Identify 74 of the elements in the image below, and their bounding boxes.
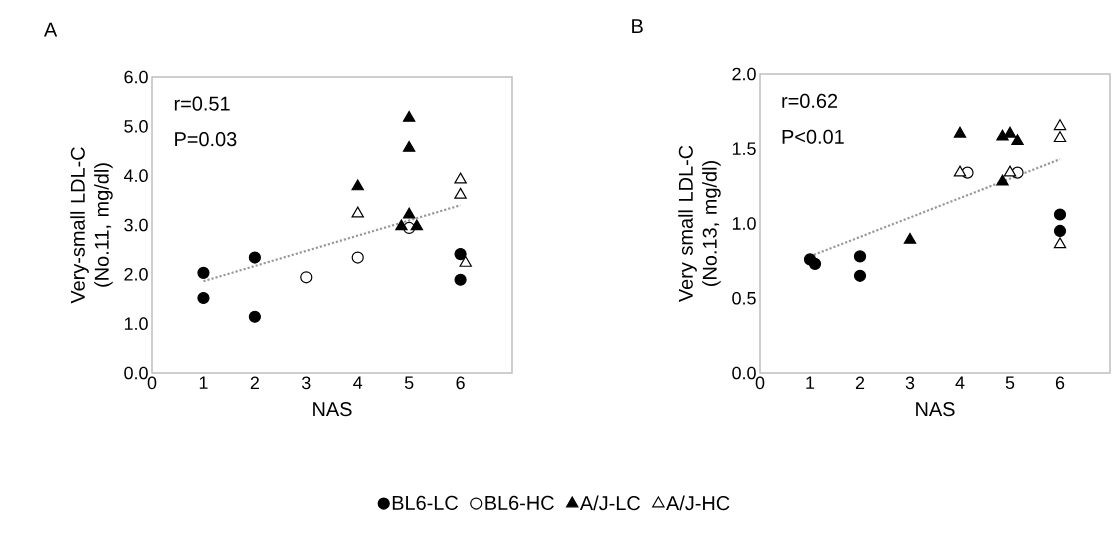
point	[459, 255, 472, 267]
point	[1003, 126, 1017, 138]
y-tick-label: 1.0	[124, 317, 148, 330]
point	[197, 291, 210, 305]
y-tick-label: 2.0	[124, 267, 148, 281]
point	[1053, 237, 1067, 249]
point	[454, 187, 467, 199]
x-tick-label: 3	[301, 376, 311, 390]
point	[996, 174, 1009, 186]
point	[197, 266, 210, 279]
y-tick-label: 6.0	[124, 70, 148, 84]
x-tick-label: 6	[456, 376, 465, 390]
x-tick-label: 0	[755, 376, 765, 390]
point	[454, 273, 467, 286]
point	[808, 257, 822, 270]
point	[853, 269, 867, 282]
point	[351, 206, 364, 218]
x-axis-title: NAS	[313, 402, 352, 417]
point	[248, 251, 261, 264]
point	[996, 129, 1009, 141]
x-tick-label: 5	[1005, 376, 1015, 390]
point	[454, 172, 467, 184]
annotation: P<0.01	[782, 129, 844, 144]
point	[410, 219, 424, 231]
x-tick-label: 5	[404, 376, 414, 390]
y-tick-label: 4.0	[123, 169, 148, 182]
x-tick-label: 6	[1055, 376, 1065, 390]
point	[903, 232, 917, 244]
point	[1053, 208, 1067, 221]
x-tick-label: 4	[955, 376, 965, 389]
y-tick-label: 1.5	[732, 142, 756, 155]
point	[351, 251, 364, 264]
y-tick-label: 3.0	[124, 218, 148, 232]
x-tick-label: 1	[199, 376, 208, 389]
x-axis-title: NAS	[916, 402, 955, 417]
point	[402, 140, 416, 152]
chart-title: B	[632, 19, 643, 33]
x-tick-label: 2	[855, 376, 865, 390]
y-tick-label: 0.0	[124, 366, 148, 380]
x-tick-label: 3	[905, 376, 915, 390]
y-axis-title: Very-small LDL-C (No.11, mg/dl)	[70, 147, 113, 304]
point	[454, 247, 467, 261]
x-tick-label: 1	[806, 376, 815, 389]
point	[1053, 119, 1067, 131]
x-tick-label: 2	[250, 376, 259, 390]
y-axis-title: Very small LDL-C (No.13, mg/dl)	[678, 145, 721, 302]
point	[1003, 165, 1017, 177]
y-tick-label: 5.0	[124, 119, 148, 133]
point	[953, 165, 967, 177]
legend-label: A/J-LC	[579, 495, 640, 511]
point	[300, 271, 313, 284]
x-tick-label: 4	[353, 376, 363, 389]
point	[953, 126, 967, 138]
x-tick-label: 0	[147, 376, 157, 390]
y-tick-label: 0.0	[732, 366, 756, 380]
point	[1053, 131, 1067, 143]
point	[351, 179, 364, 191]
legend-label: A/J-HC	[666, 495, 730, 511]
annotation: r=0.62	[782, 93, 838, 108]
y-tick-label: 1.0	[732, 217, 756, 230]
point	[402, 207, 416, 219]
chart-title: A	[43, 22, 58, 37]
y-tick-label: 0.5	[732, 291, 756, 305]
point	[395, 219, 408, 231]
annotation: r=0.51	[174, 96, 230, 111]
annotation: P=0.03	[175, 132, 237, 147]
point	[1011, 134, 1024, 146]
y-tick-label: 2.0	[732, 67, 756, 81]
point	[853, 250, 867, 263]
point	[248, 310, 261, 323]
legend-label: BL6-LC	[392, 495, 458, 510]
point	[402, 110, 416, 122]
point	[1053, 224, 1067, 238]
legend-label: BL6-HC	[485, 495, 554, 510]
